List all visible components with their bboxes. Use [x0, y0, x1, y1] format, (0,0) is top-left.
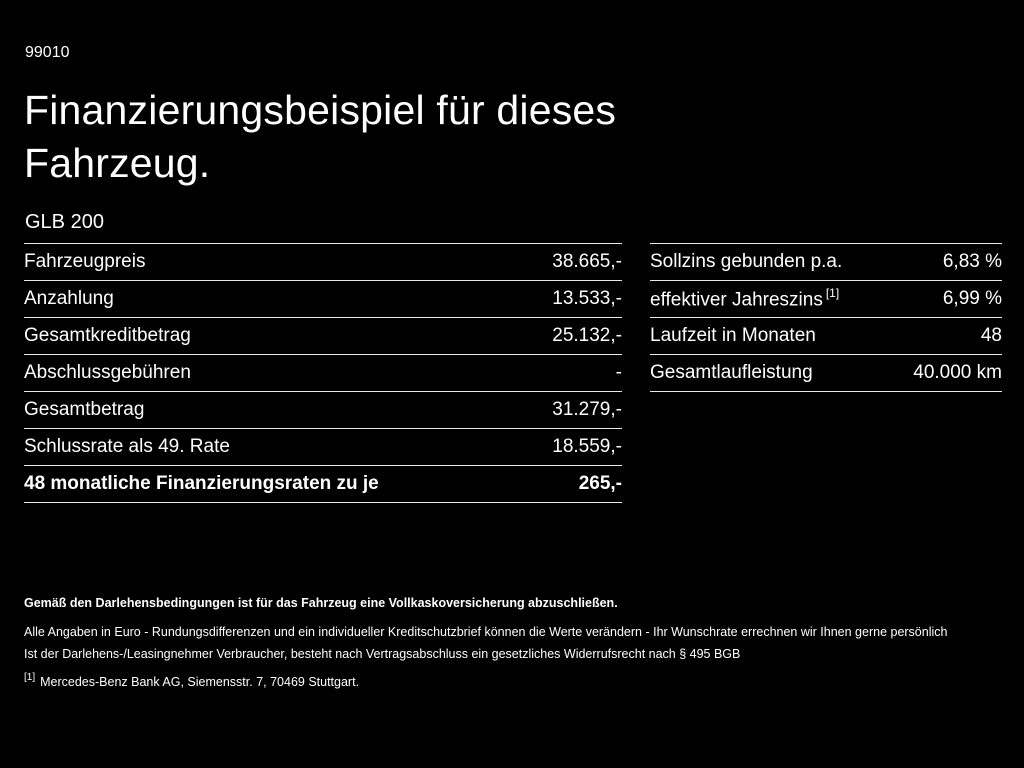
row-label: Abschlussgebühren	[24, 362, 191, 383]
disclaimer-line-1: Alle Angaben in Euro - Rundungsdifferenz…	[24, 625, 948, 639]
page-title: Finanzierungsbeispiel für dieses Fahrzeug…	[24, 84, 616, 190]
row-value: 6,83 %	[942, 251, 1002, 272]
row-label: effektiver Jahreszins [1]	[650, 285, 840, 311]
row-value: 265,-	[578, 473, 622, 494]
table-row-laufzeit: Laufzeit in Monaten 48	[650, 318, 1002, 355]
row-label: 48 monatliche Finanzierungsraten zu je	[24, 473, 379, 494]
row-label: Laufzeit in Monaten	[650, 325, 816, 346]
table-row-gesamtbetrag: Gesamtbetrag 31.279,-	[24, 392, 622, 429]
page-title-line2: Fahrzeug.	[24, 140, 211, 186]
row-value: -	[615, 362, 622, 383]
row-label: Gesamtbetrag	[24, 399, 145, 420]
row-label: Gesamtkreditbetrag	[24, 325, 191, 346]
footnote-ref-icon: [1]	[825, 285, 840, 300]
row-value: 40.000 km	[913, 362, 1002, 383]
financing-tables: Fahrzeugpreis 38.665,- Anzahlung 13.533,…	[24, 243, 1002, 503]
footnote-marker: [1]	[24, 672, 36, 683]
table-row-schlussrate: Schlussrate als 49. Rate 18.559,-	[24, 429, 622, 466]
row-value: 31.279,-	[552, 399, 622, 420]
row-label: Fahrzeugpreis	[24, 251, 146, 272]
vehicle-model: GLB 200	[25, 211, 104, 233]
row-label: Sollzins gebunden p.a.	[650, 251, 843, 272]
page-code: 99010	[25, 44, 70, 61]
legal-footer: Gemäß den Darlehensbedingungen ist für d…	[24, 596, 1000, 689]
row-value: 48	[980, 325, 1002, 346]
page-title-line1: Finanzierungsbeispiel für dieses	[24, 87, 617, 133]
row-value: 6,99 %	[942, 288, 1002, 309]
row-label-text: effektiver Jahreszins	[650, 289, 823, 311]
table-row-monatliche-raten: 48 monatliche Finanzierungsraten zu je 2…	[24, 466, 622, 503]
row-label: Schlussrate als 49. Rate	[24, 436, 230, 457]
insurance-requirement-text: Gemäß den Darlehensbedingungen ist für d…	[24, 596, 618, 610]
row-value: 25.132,-	[552, 325, 622, 346]
table-row-abschlussgebuehren: Abschlussgebühren -	[24, 355, 622, 392]
footnote: [1] Mercedes-Benz Bank AG, Siemensstr. 7,…	[24, 672, 1000, 690]
row-value: 38.665,-	[552, 251, 622, 272]
disclaimer-line-2: Ist der Darlehens-/Leasingnehmer Verbrau…	[24, 647, 741, 661]
table-row-sollzins: Sollzins gebunden p.a. 6,83 %	[650, 244, 1002, 281]
row-label: Gesamtlaufleistung	[650, 362, 813, 383]
table-row-fahrzeugpreis: Fahrzeugpreis 38.665,-	[24, 244, 622, 281]
row-value: 13.533,-	[552, 288, 622, 309]
financing-table-left: Fahrzeugpreis 38.665,- Anzahlung 13.533,…	[24, 243, 622, 503]
table-row-gesamtkreditbetrag: Gesamtkreditbetrag 25.132,-	[24, 318, 622, 355]
row-label: Anzahlung	[24, 288, 114, 309]
row-value: 18.559,-	[552, 436, 622, 457]
table-row-anzahlung: Anzahlung 13.533,-	[24, 281, 622, 318]
footnote-text: Mercedes-Benz Bank AG, Siemensstr. 7, 70…	[40, 675, 360, 690]
table-row-effektiver-jahreszins: effektiver Jahreszins [1] 6,99 %	[650, 281, 1002, 318]
table-row-gesamtlaufleistung: Gesamtlaufleistung 40.000 km	[650, 355, 1002, 392]
financing-table-right: Sollzins gebunden p.a. 6,83 % effektiver…	[650, 243, 1002, 392]
